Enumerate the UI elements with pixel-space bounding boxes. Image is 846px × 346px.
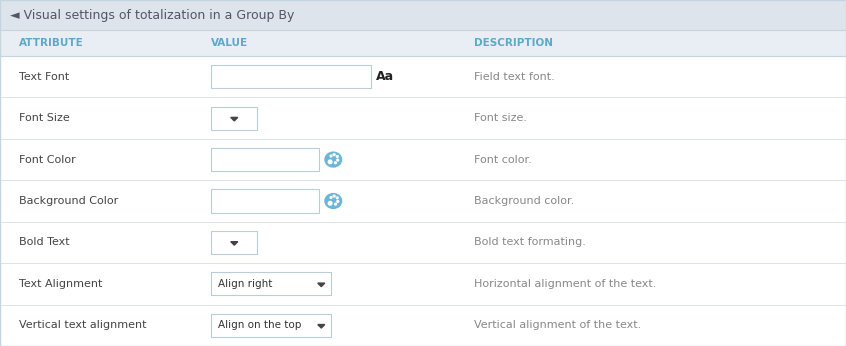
- Text: Background Color: Background Color: [19, 196, 118, 206]
- Text: Font Color: Font Color: [19, 155, 76, 165]
- Circle shape: [329, 154, 332, 157]
- Circle shape: [332, 194, 336, 198]
- Circle shape: [329, 196, 332, 199]
- Text: Font size.: Font size.: [474, 113, 526, 123]
- Bar: [0, 139, 846, 180]
- Text: Font Size: Font Size: [19, 113, 70, 123]
- Text: ATTRIBUTE: ATTRIBUTE: [19, 38, 84, 48]
- Circle shape: [336, 155, 339, 158]
- Text: Aa: Aa: [376, 70, 394, 83]
- Text: DESCRIPTION: DESCRIPTION: [474, 38, 552, 48]
- Bar: [0, 180, 846, 222]
- Bar: [0, 98, 846, 139]
- Text: Align on the top: Align on the top: [218, 320, 302, 330]
- Bar: [212, 314, 332, 337]
- Text: Vertical text alignment: Vertical text alignment: [19, 320, 146, 330]
- Text: Text Font: Text Font: [19, 72, 69, 82]
- Circle shape: [332, 153, 336, 156]
- Bar: [212, 148, 319, 171]
- Text: Field text font.: Field text font.: [474, 72, 554, 82]
- Text: Bold text formating.: Bold text formating.: [474, 237, 585, 247]
- Text: Background color.: Background color.: [474, 196, 574, 206]
- Ellipse shape: [324, 152, 343, 168]
- Ellipse shape: [324, 193, 343, 209]
- Bar: [212, 231, 257, 254]
- Text: Vertical alignment of the text.: Vertical alignment of the text.: [474, 320, 640, 330]
- Circle shape: [327, 201, 332, 206]
- Bar: [212, 272, 332, 295]
- Bar: [0, 56, 846, 98]
- Bar: [0, 30, 846, 56]
- Text: Text Alignment: Text Alignment: [19, 279, 102, 289]
- Bar: [0, 304, 846, 346]
- Text: Align right: Align right: [218, 279, 272, 289]
- Bar: [0, 222, 846, 263]
- Text: Font color.: Font color.: [474, 155, 531, 165]
- Bar: [212, 107, 257, 130]
- Text: ◄ Visual settings of totalization in a Group By: ◄ Visual settings of totalization in a G…: [10, 9, 294, 21]
- Circle shape: [336, 196, 339, 200]
- Polygon shape: [231, 117, 238, 121]
- Circle shape: [336, 200, 339, 203]
- Circle shape: [334, 202, 338, 206]
- Text: Horizontal alignment of the text.: Horizontal alignment of the text.: [474, 279, 656, 289]
- Bar: [212, 189, 319, 212]
- Bar: [212, 65, 371, 88]
- Bar: [0, 0, 846, 30]
- Circle shape: [327, 159, 332, 164]
- Polygon shape: [231, 242, 238, 245]
- Circle shape: [334, 161, 338, 164]
- Polygon shape: [318, 325, 325, 328]
- Circle shape: [336, 158, 339, 162]
- Text: Bold Text: Bold Text: [19, 237, 70, 247]
- Text: VALUE: VALUE: [212, 38, 249, 48]
- Polygon shape: [318, 283, 325, 286]
- Bar: [0, 263, 846, 304]
